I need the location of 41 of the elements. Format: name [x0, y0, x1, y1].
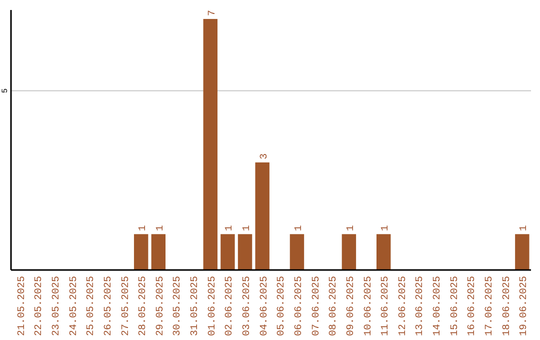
data-label: 1	[380, 225, 392, 232]
x-tick-label: 26.05.2025	[103, 276, 114, 336]
x-tick-label: 08.06.2025	[328, 276, 340, 336]
x-tick-label: 21.05.2025	[16, 276, 28, 336]
x-tick-label: 01.06.2025	[207, 276, 218, 336]
x-tick-label: 04.06.2025	[259, 276, 270, 336]
x-tick-label: 15.06.2025	[450, 276, 461, 336]
x-tick-label: 07.06.2025	[311, 276, 322, 336]
x-tick-label: 06.06.2025	[294, 276, 305, 336]
x-tick-label: 30.05.2025	[172, 276, 184, 336]
x-tick-label: 14.06.2025	[432, 276, 444, 336]
data-label: 1	[155, 225, 166, 232]
x-tick-label: 10.06.2025	[363, 276, 374, 336]
x-tick-label: 28.05.2025	[138, 276, 150, 336]
x-tick-label: 29.05.2025	[155, 276, 166, 336]
x-tick-label: 31.05.2025	[190, 276, 202, 336]
y-tick-label: 5	[1, 88, 10, 94]
x-tick-label: 05.06.2025	[276, 276, 288, 336]
x-tick-label: 16.06.2025	[467, 276, 478, 336]
data-label: 1	[346, 225, 357, 232]
data-label: 1	[519, 225, 530, 232]
x-tick-label: 13.06.2025	[415, 276, 426, 336]
x-tick-label: 24.05.2025	[68, 276, 80, 336]
x-tick-label: 12.06.2025	[398, 276, 409, 336]
x-tick-label: 27.05.2025	[120, 276, 132, 336]
x-tick-label: 11.06.2025	[380, 276, 392, 336]
data-label: 7	[207, 10, 218, 16]
x-tick-label: 17.06.2025	[484, 276, 496, 336]
x-tick-label: 09.06.2025	[346, 276, 357, 336]
x-tick-label: 02.06.2025	[224, 276, 236, 336]
data-label: 1	[294, 225, 305, 232]
data-label: 3	[259, 153, 270, 160]
x-tick-label: 19.06.2025	[519, 276, 530, 336]
data-label: 1	[138, 225, 150, 232]
data-label: 1	[242, 225, 254, 232]
x-tick-label: 23.05.2025	[51, 276, 62, 336]
x-tick-label: 18.06.2025	[502, 276, 513, 336]
x-tick-label: 22.05.2025	[34, 276, 46, 336]
x-tick-label: 03.06.2025	[242, 276, 254, 336]
x-tick-label: 25.05.2025	[86, 276, 98, 336]
data-label: 1	[224, 225, 236, 232]
